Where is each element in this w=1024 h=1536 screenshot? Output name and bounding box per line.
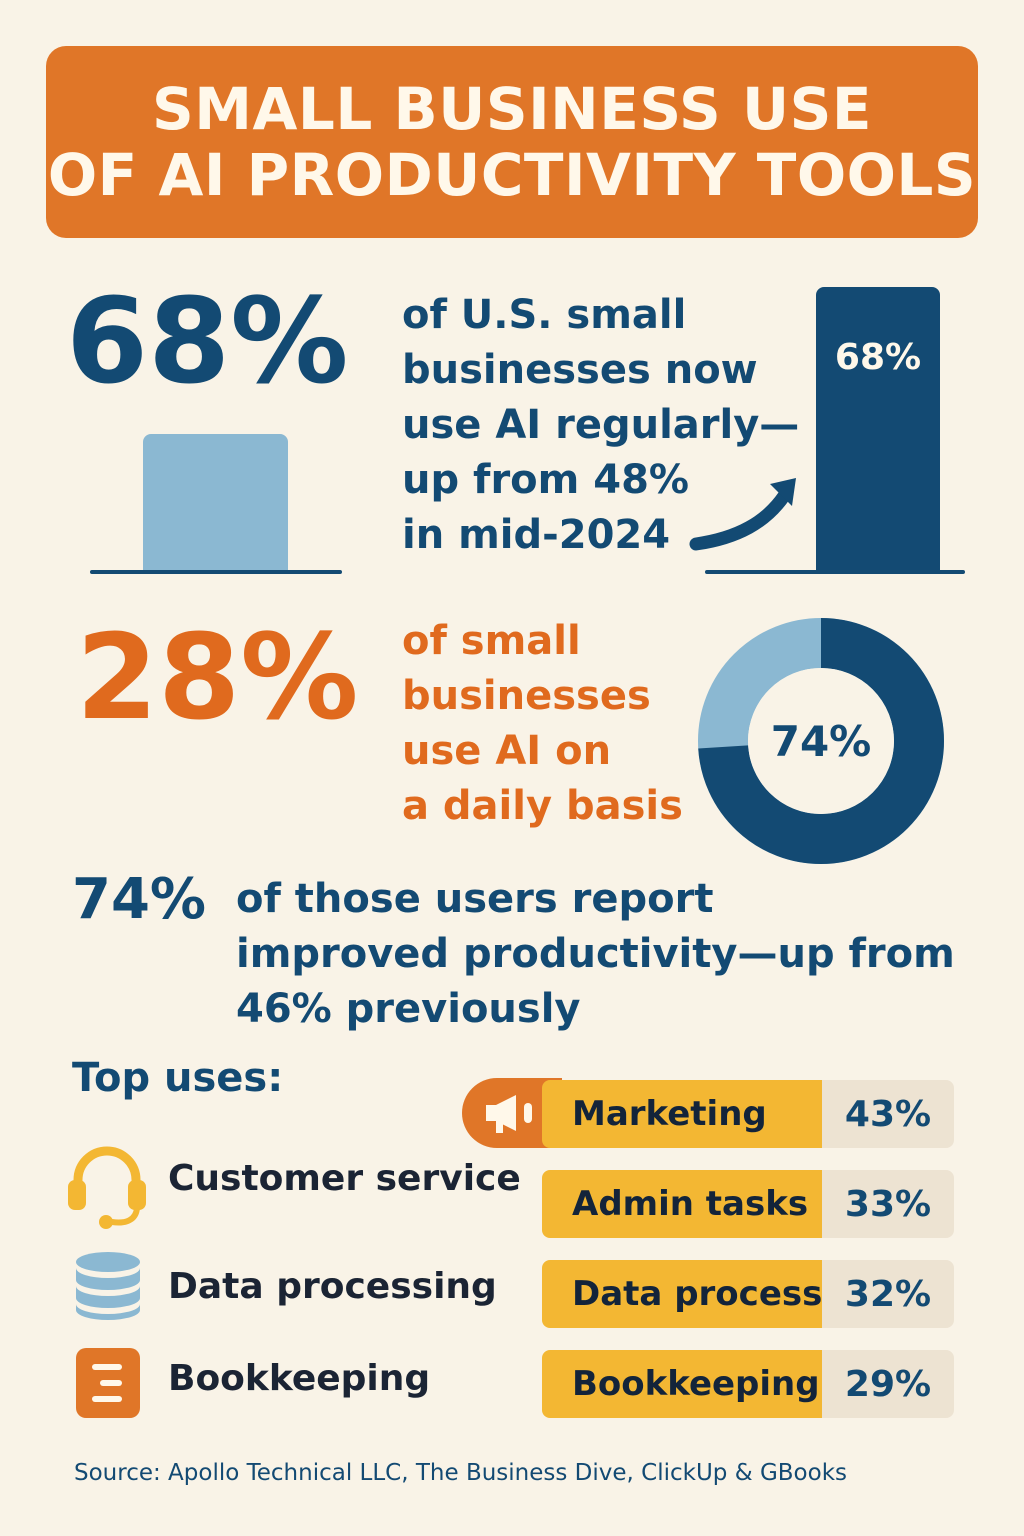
title-line-2: OF AI PRODUCTIVITY TOOLS: [47, 141, 977, 209]
baseline-right: [705, 570, 965, 574]
stat-productivity-line-1: of those users report: [236, 876, 714, 922]
stat-regular-line-5: in mid-2024: [402, 512, 671, 558]
use-bar-bookkeeping: Bookkeeping 29%: [542, 1350, 954, 1418]
stat-productivity-value: 74%: [72, 867, 207, 932]
title-banner: SMALL BUSINESS USE OF AI PRODUCTIVITY TO…: [46, 46, 978, 238]
donut-label: 74%: [771, 717, 872, 766]
donut-value-arc: [698, 618, 944, 864]
use-bar-data-process: Data process 32%: [542, 1260, 954, 1328]
stat-productivity-line-3: 46% previously: [236, 986, 581, 1032]
use-bar-label: Marketing: [542, 1080, 822, 1148]
use-bar-marketing: Marketing 43%: [542, 1080, 954, 1148]
use-bar-value: 29%: [822, 1350, 954, 1418]
use-bar-label: Admin tasks: [542, 1170, 822, 1238]
title-line-1: SMALL BUSINESS USE: [152, 75, 872, 143]
stat-regular-line-4: up from 48%: [402, 457, 689, 503]
stat-regular-line-2: businesses now: [402, 347, 758, 393]
use-bar-label: Bookkeeping: [542, 1350, 822, 1418]
stat-regular-value: 68%: [66, 272, 349, 410]
stat-daily-line-1: of small: [402, 618, 581, 664]
headset-icon: [68, 1146, 146, 1229]
current-usage-bar: 68%: [816, 287, 940, 572]
stat-productivity-text: of those users report improved productiv…: [236, 872, 955, 1037]
stat-regular-text: of U.S. small businesses now use AI regu…: [402, 288, 799, 563]
stat-daily-line-2: businesses: [402, 673, 651, 719]
stat-daily-value: 28%: [76, 608, 359, 746]
ledger-icon: [76, 1348, 140, 1418]
database-icon: [76, 1252, 140, 1320]
use-item-data-processing: Data processing: [168, 1266, 497, 1307]
top-uses-heading: Top uses:: [72, 1055, 284, 1101]
use-bar-value: 43%: [822, 1080, 954, 1148]
stat-productivity-line-2: improved productivity—up from: [236, 931, 955, 977]
stat-regular-line-3: use AI regularly—: [402, 402, 800, 448]
use-item-customer-service: Customer service: [168, 1158, 521, 1199]
use-bar-value: 32%: [822, 1260, 954, 1328]
stat-daily-text: of small businesses use AI on a daily ba…: [402, 614, 683, 834]
use-bar-admin-tasks: Admin tasks 33%: [542, 1170, 954, 1238]
trend-arrow-icon: [689, 478, 796, 551]
previous-usage-bar: [143, 434, 288, 572]
stat-regular-line-1: of U.S. small: [402, 292, 687, 338]
stat-daily-line-4: a daily basis: [402, 783, 683, 829]
baseline-left: [90, 570, 342, 574]
current-usage-bar-label: 68%: [834, 337, 922, 378]
use-bar-value: 33%: [822, 1170, 954, 1238]
productivity-donut: 74%: [698, 618, 944, 864]
source-note: Source: Apollo Technical LLC, The Busine…: [74, 1460, 848, 1486]
stat-daily-line-3: use AI on: [402, 728, 612, 774]
use-item-bookkeeping: Bookkeeping: [168, 1358, 431, 1399]
megaphone-icon: [486, 1095, 532, 1133]
use-bar-label: Data process: [542, 1260, 822, 1328]
